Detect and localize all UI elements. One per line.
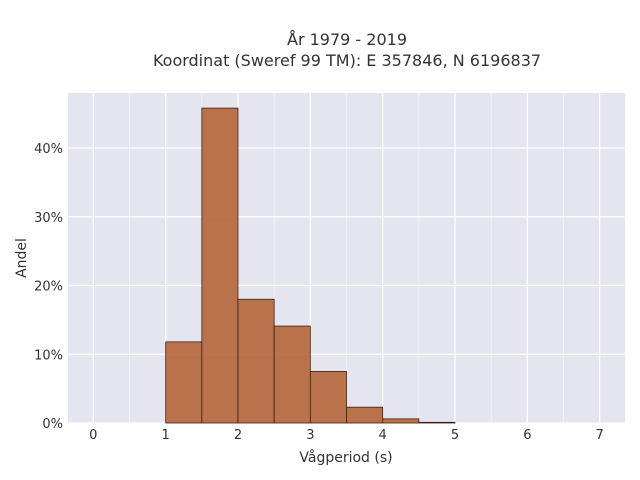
chart-title-line-1: År 1979 - 2019 xyxy=(287,30,407,49)
x-axis-ticks: 0 1 2 3 4 5 6 7 xyxy=(89,428,604,443)
histogram-bar xyxy=(165,341,203,424)
x-tick-label: 4 xyxy=(379,428,387,443)
x-tick-label: 6 xyxy=(523,428,531,443)
histogram-bars xyxy=(165,107,456,424)
histogram-bar xyxy=(346,406,384,424)
histogram-bar xyxy=(309,371,347,424)
y-tick-label: 10% xyxy=(34,348,63,363)
x-tick-label: 2 xyxy=(234,428,242,443)
y-tick-label: 0% xyxy=(42,417,63,432)
histogram-bar xyxy=(237,298,275,424)
x-tick-label: 5 xyxy=(451,428,459,443)
y-tick-label: 40% xyxy=(34,142,63,157)
x-axis-title: Vågperiod (s) xyxy=(299,449,392,466)
y-tick-label: 30% xyxy=(34,211,63,226)
y-tick-label: 20% xyxy=(34,280,63,295)
histogram-bar xyxy=(201,107,239,424)
chart-title-line-2: Koordinat (Sweref 99 TM): E 357846, N 61… xyxy=(153,51,541,70)
histogram-bar xyxy=(273,325,311,424)
x-tick-label: 3 xyxy=(306,428,314,443)
x-tick-label: 0 xyxy=(89,428,97,443)
histogram-bar xyxy=(418,421,456,424)
y-axis-title: Andel xyxy=(14,238,30,278)
histogram-bar xyxy=(382,418,420,424)
x-tick-label: 1 xyxy=(162,428,170,443)
x-tick-label: 7 xyxy=(596,428,604,443)
y-axis-ticks: 0% 10% 20% 30% 40% xyxy=(34,142,63,432)
